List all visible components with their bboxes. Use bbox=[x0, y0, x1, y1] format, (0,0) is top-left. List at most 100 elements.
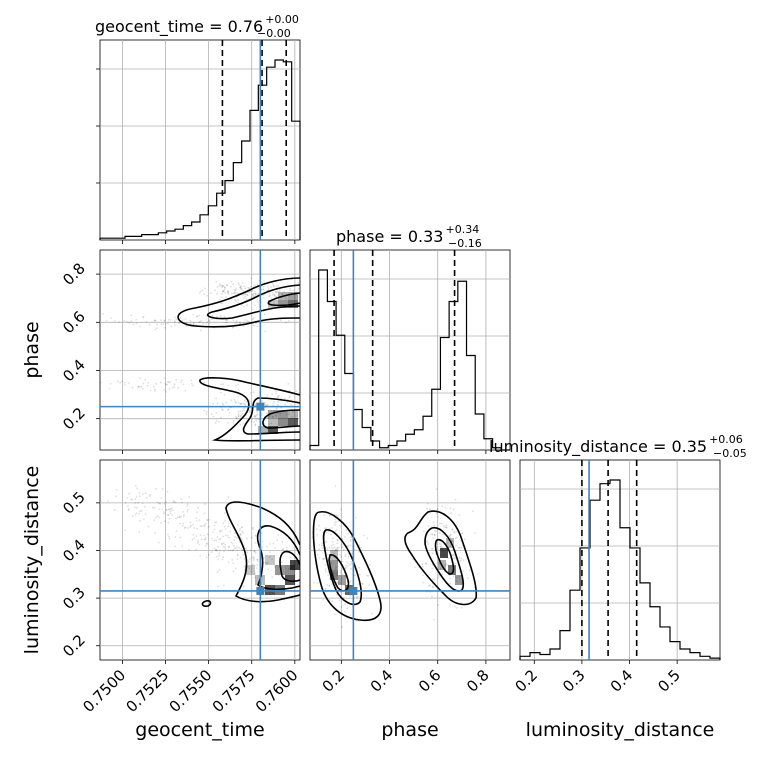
scatter-point bbox=[349, 544, 352, 547]
scatter-point bbox=[227, 384, 230, 387]
scatter-point bbox=[328, 530, 330, 533]
scatter-point bbox=[219, 284, 222, 287]
scatter-point bbox=[283, 290, 286, 293]
scatter-point bbox=[337, 550, 340, 552]
scatter-point bbox=[234, 299, 236, 301]
scatter-point bbox=[446, 542, 449, 544]
scatter-point bbox=[228, 536, 231, 539]
scatter-point bbox=[206, 519, 209, 522]
scatter-point bbox=[257, 560, 260, 563]
scatter-point bbox=[171, 514, 173, 516]
scatter-point bbox=[235, 321, 238, 324]
scatter-point bbox=[227, 525, 230, 528]
title-luminosity-distance: luminosity_distance = 0.35 +0.06 bbox=[489, 433, 743, 457]
scatter-point bbox=[253, 316, 256, 319]
scatter-point bbox=[222, 522, 225, 525]
scatter-point bbox=[166, 513, 169, 516]
tick-label: 0.2 bbox=[319, 666, 349, 696]
scatter-point bbox=[127, 508, 130, 511]
scatter-point bbox=[336, 539, 339, 542]
scatter-point bbox=[253, 557, 255, 560]
scatter-point bbox=[232, 548, 235, 551]
scatter-point bbox=[168, 388, 171, 390]
scatter-point bbox=[266, 412, 268, 414]
scatter-point bbox=[224, 321, 227, 324]
scatter-point bbox=[256, 283, 259, 286]
scatter-point bbox=[241, 549, 244, 552]
scatter-point bbox=[273, 294, 276, 297]
scatter-point bbox=[182, 522, 185, 525]
scatter-point bbox=[324, 564, 327, 566]
scatter-point bbox=[335, 548, 338, 550]
scatter-point bbox=[226, 321, 229, 324]
scatter-point bbox=[234, 535, 237, 538]
scatter-point bbox=[173, 316, 176, 319]
scatter-point bbox=[281, 293, 284, 296]
scatter-point bbox=[242, 289, 244, 292]
scatter-point bbox=[172, 500, 175, 503]
scatter-point bbox=[276, 290, 279, 293]
scatter-point bbox=[228, 412, 231, 414]
scatter-point bbox=[339, 582, 342, 584]
scatter-point bbox=[186, 504, 189, 507]
scatter-point bbox=[222, 556, 225, 559]
scatter-point bbox=[134, 506, 136, 509]
scatter-point bbox=[451, 554, 454, 556]
scatter-point bbox=[350, 567, 352, 570]
scatter-point bbox=[186, 508, 189, 511]
scatter-point bbox=[297, 282, 300, 284]
scatter-point bbox=[197, 507, 199, 509]
scatter-point bbox=[127, 382, 130, 385]
scatter-point bbox=[214, 521, 217, 524]
scatter-point bbox=[431, 552, 434, 554]
scatter-point bbox=[227, 545, 230, 548]
scatter-point bbox=[215, 397, 217, 400]
scatter-point bbox=[343, 592, 345, 595]
scatter-point bbox=[216, 550, 219, 552]
scatter-point bbox=[358, 573, 361, 576]
scatter-point bbox=[265, 561, 267, 564]
scatter-point bbox=[198, 314, 201, 317]
scatter-point bbox=[336, 542, 338, 545]
scatter-point bbox=[339, 571, 342, 574]
scatter-point bbox=[196, 511, 199, 513]
truth-marker bbox=[256, 402, 265, 411]
scatter-point bbox=[330, 544, 333, 547]
scatter-point bbox=[261, 547, 263, 550]
tick-label: 0.6 bbox=[415, 666, 445, 696]
scatter-point bbox=[113, 509, 116, 512]
density-cell bbox=[268, 418, 278, 426]
scatter-point bbox=[221, 284, 224, 287]
scatter-point bbox=[363, 534, 365, 537]
scatter-point bbox=[346, 607, 349, 610]
scatter-point bbox=[242, 532, 244, 534]
scatter-point bbox=[210, 292, 212, 294]
scatter-point bbox=[110, 317, 112, 320]
scatter-point bbox=[199, 534, 202, 537]
scatter-point bbox=[242, 325, 245, 328]
scatter-point bbox=[141, 502, 144, 505]
scatter-point bbox=[254, 304, 256, 307]
scatter-point bbox=[222, 285, 225, 287]
scatter-point bbox=[284, 403, 286, 406]
scatter-point bbox=[255, 534, 257, 537]
scatter-point bbox=[369, 564, 371, 566]
scatter-point bbox=[184, 526, 187, 529]
scatter-point bbox=[148, 323, 151, 326]
scatter-point bbox=[182, 510, 185, 513]
scatter-point bbox=[143, 518, 145, 521]
scatter-point bbox=[124, 501, 127, 504]
scatter-point bbox=[197, 540, 200, 542]
scatter-point bbox=[208, 319, 210, 322]
density-cell bbox=[455, 575, 463, 585]
scatter-point bbox=[124, 529, 127, 532]
scatter-point bbox=[340, 606, 343, 608]
scatter-point bbox=[433, 524, 436, 527]
scatter-point bbox=[267, 288, 270, 290]
scatter-point bbox=[167, 521, 170, 524]
scatter-point bbox=[195, 548, 198, 551]
scatter-point bbox=[180, 381, 182, 384]
histogram-luminosity-distance bbox=[519, 479, 721, 660]
scatter-point bbox=[213, 547, 216, 549]
scatter-point bbox=[285, 546, 288, 549]
